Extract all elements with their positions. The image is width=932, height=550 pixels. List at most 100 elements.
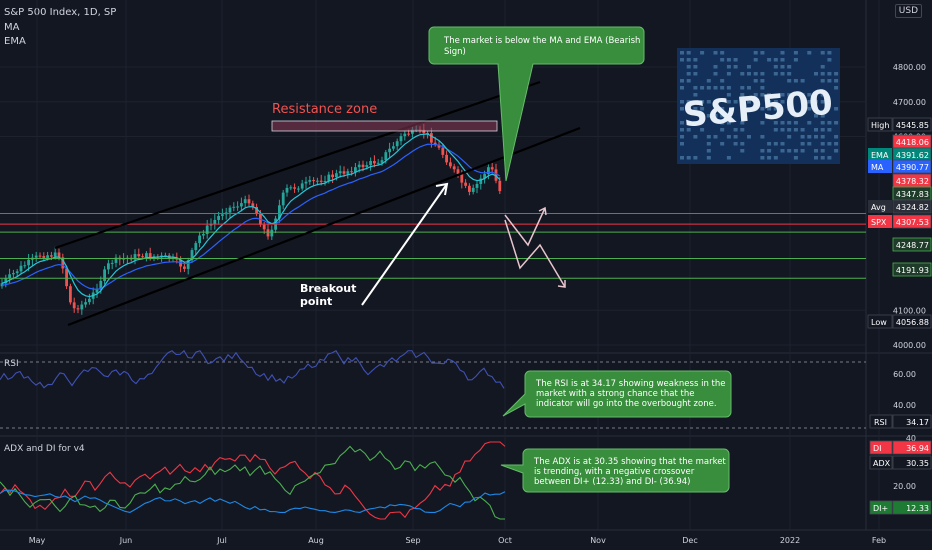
candle-body	[376, 162, 380, 164]
candle-body	[198, 235, 201, 244]
candle-body	[133, 254, 137, 260]
price-label-value: 4347.83	[896, 190, 929, 199]
candle-body	[160, 255, 163, 257]
candle-body	[479, 178, 483, 184]
candle-body	[452, 166, 456, 170]
candle-body	[354, 167, 357, 173]
adx-callout-text: is trending, with a negative crossover	[534, 467, 695, 477]
price-label-value: 4248.77	[896, 241, 929, 250]
candle-body	[293, 187, 296, 189]
candle-body	[255, 206, 258, 215]
candle-body	[464, 182, 467, 186]
x-tick-label: Nov	[590, 536, 606, 545]
price-label-tag	[892, 262, 932, 277]
rsi-line	[0, 349, 505, 389]
channel-upper-line	[54, 80, 541, 250]
candle-body	[19, 265, 23, 272]
ema-legend[interactable]: EMA	[4, 36, 26, 47]
rsi-callout-text: market with a strong chance that the	[536, 389, 694, 399]
candle-body	[76, 308, 80, 310]
projection-path	[504, 219, 566, 288]
price-label-value: 4056.88	[896, 318, 929, 327]
candle-body	[278, 205, 281, 219]
di-plus-line	[0, 445, 505, 520]
ma-legend[interactable]: MA	[4, 22, 20, 33]
rsi-callout-text: The RSI is at 34.17 showing weakness in …	[535, 379, 726, 389]
candle-body	[202, 234, 205, 236]
candle-body	[342, 171, 346, 174]
adx-title: ADX and DI for v4	[4, 444, 85, 454]
candle-body	[346, 171, 350, 174]
candle-body	[388, 148, 391, 153]
candle-body	[327, 174, 331, 182]
candle-body	[23, 265, 27, 267]
candle-body	[338, 171, 342, 174]
candle-body	[34, 255, 38, 258]
candle-body	[449, 162, 452, 167]
price-label-name-tag	[868, 215, 892, 228]
x-tick-label: Jul	[216, 536, 227, 545]
x-tick-label: 2022	[780, 536, 800, 545]
candle-body	[300, 183, 304, 189]
adx-value: 30.35	[906, 459, 929, 468]
candle-body	[122, 258, 125, 260]
x-tick-label: Feb	[872, 536, 886, 545]
candle-body	[194, 243, 198, 251]
price-label-name: Low	[871, 318, 887, 327]
candle-body	[407, 133, 410, 135]
adx-value: 36.94	[906, 444, 929, 453]
price-label-name-tag	[868, 160, 892, 173]
adx-label-name: DI	[873, 444, 882, 453]
price-label-value: 4391.62	[896, 151, 929, 160]
candle-body	[27, 259, 30, 266]
candle-body	[312, 180, 315, 182]
adx-label-name: DI+	[873, 504, 888, 513]
candle-body	[483, 174, 486, 179]
candle-body	[319, 180, 323, 182]
candle-body	[236, 206, 239, 208]
adx-callout-text: The ADX is at 30.35 showing that the mar…	[533, 457, 726, 467]
candle-body	[205, 225, 209, 235]
candle-body	[4, 278, 8, 284]
candle-body	[15, 271, 19, 274]
candle-body	[297, 188, 300, 190]
candle-body	[445, 154, 448, 163]
candle-body	[137, 254, 141, 257]
y-tick-label: 4700.00	[893, 98, 926, 107]
rsi-label-name: RSI	[874, 418, 887, 427]
price-label-tag	[892, 117, 932, 132]
candle-body	[494, 169, 498, 181]
candle-body	[430, 133, 433, 143]
candle-body	[437, 144, 441, 148]
candle-body	[183, 266, 186, 269]
candle-body	[441, 147, 445, 155]
rsi-callout-text: indicator will go into the overbought zo…	[536, 399, 717, 409]
price-label-name-tag	[867, 117, 893, 132]
candle-body	[350, 171, 353, 173]
candle-body	[373, 160, 376, 164]
candle-body	[209, 223, 213, 226]
adx-value-tag	[892, 455, 932, 470]
currency-button[interactable]: USD	[894, 4, 922, 18]
rsi-name-tag	[869, 414, 893, 429]
candle-body	[240, 203, 243, 207]
adx-name-tag	[869, 500, 893, 515]
candle-body	[88, 298, 91, 303]
candle-body	[380, 160, 384, 163]
y-tick-label: 4100.00	[893, 306, 926, 315]
ma-line	[1, 143, 501, 290]
candle-body	[289, 187, 293, 189]
candle-body	[422, 129, 426, 134]
di-minus-line	[0, 441, 506, 520]
main-callout-box	[428, 26, 645, 182]
price-label-value: 4191.93	[896, 266, 929, 275]
x-tick-label: Sep	[405, 536, 420, 545]
channel-lower-line	[67, 126, 581, 327]
candle-body	[399, 136, 403, 142]
breakout-label: Breakout	[300, 282, 356, 295]
rsi-value-tag	[892, 414, 932, 429]
adx-value-tag	[892, 440, 932, 455]
price-label-tag	[892, 159, 932, 174]
candle-body	[357, 164, 361, 168]
